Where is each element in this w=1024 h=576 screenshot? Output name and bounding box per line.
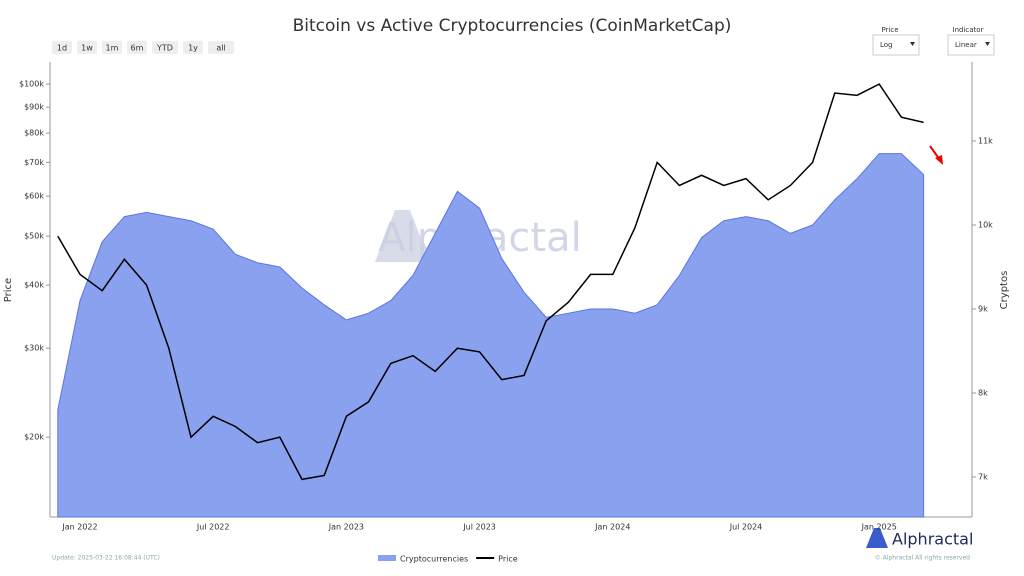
select-value: Log bbox=[880, 41, 893, 49]
range-button[interactable] bbox=[152, 41, 178, 54]
caret bbox=[910, 42, 915, 46]
y2-tick-label: 11k bbox=[978, 136, 993, 145]
legend-label[interactable]: Price bbox=[498, 555, 518, 564]
x-tick-label: Jul 2022 bbox=[196, 523, 230, 532]
range-button[interactable] bbox=[102, 41, 122, 54]
range-label: 1y bbox=[188, 44, 198, 53]
legend-label[interactable]: Cryptocurrencies bbox=[400, 555, 468, 564]
y-tick-label: $40k bbox=[24, 281, 44, 290]
select-box[interactable] bbox=[947, 34, 995, 56]
x-tick-label: Jan 2023 bbox=[328, 523, 364, 532]
select-label: Price bbox=[881, 26, 898, 34]
range-button[interactable] bbox=[127, 41, 147, 54]
y-tick-label: $30k bbox=[24, 344, 44, 353]
x-tick-label: Jul 2023 bbox=[462, 523, 496, 532]
range-button[interactable] bbox=[208, 41, 234, 54]
range-button[interactable] bbox=[77, 41, 97, 54]
y-tick-label: $50k bbox=[24, 232, 44, 241]
x-tick-label: Jan 2025 bbox=[861, 523, 897, 532]
price-select[interactable]: Price Log bbox=[872, 26, 920, 56]
range-label: 1w bbox=[81, 44, 93, 53]
annotation-arrowhead bbox=[935, 155, 943, 165]
y2-tick-label: 8k bbox=[978, 389, 988, 398]
y2-tick-label: 7k bbox=[978, 473, 988, 482]
range-label: 6m bbox=[131, 44, 144, 53]
range-label: 1m bbox=[106, 44, 119, 53]
y-tick-label: $70k bbox=[24, 158, 44, 167]
y2-tick-label: 9k bbox=[978, 304, 988, 313]
x-tick-label: Jan 2024 bbox=[594, 523, 630, 532]
select-label: Indicator bbox=[953, 26, 984, 34]
range-button[interactable] bbox=[183, 41, 203, 54]
y-tick-label: $20k bbox=[24, 433, 44, 442]
watermark-logo bbox=[375, 210, 430, 262]
copyright: © Alphractal All rights reserved bbox=[875, 555, 970, 562]
chart-title: Bitcoin vs Active Cryptocurrencies (Coin… bbox=[293, 16, 732, 36]
brand-logo bbox=[866, 528, 888, 548]
range-label: all bbox=[216, 44, 225, 53]
select-box[interactable] bbox=[872, 34, 920, 56]
legend-swatch bbox=[378, 555, 396, 561]
y-axis-title: Price bbox=[3, 278, 14, 302]
update-text: Update: 2025-03-22 16:08:44 (UTC) bbox=[52, 555, 160, 562]
select-value: Linear bbox=[955, 41, 977, 49]
y2-axis-title: Cryptos bbox=[999, 271, 1010, 310]
range-label: 1d bbox=[57, 44, 67, 53]
y-tick-label: $80k bbox=[24, 129, 44, 138]
caret bbox=[985, 42, 990, 46]
x-tick-label: Jul 2024 bbox=[729, 523, 763, 532]
y-tick-label: $90k bbox=[24, 103, 44, 112]
y-tick-label: $60k bbox=[24, 192, 44, 201]
brand: Alphractal bbox=[892, 530, 973, 549]
range-button[interactable] bbox=[52, 41, 72, 54]
area bbox=[57, 153, 925, 518]
indicator-select[interactable]: Indicator Linear bbox=[947, 26, 995, 56]
range-label: YTD bbox=[156, 44, 173, 53]
line bbox=[57, 83, 924, 481]
y2-tick-label: 10k bbox=[978, 220, 993, 229]
y-tick-label: $100k bbox=[19, 80, 44, 89]
x-tick-label: Jan 2022 bbox=[61, 523, 97, 532]
